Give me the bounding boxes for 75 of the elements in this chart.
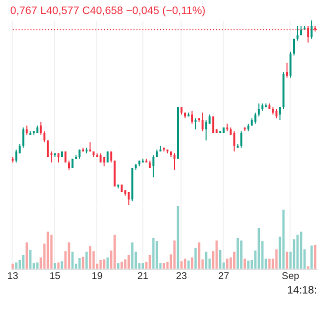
bar <box>22 254 24 269</box>
bar <box>215 240 218 269</box>
bar <box>29 250 32 269</box>
x-tick-label: 23 <box>176 271 188 282</box>
bar <box>180 261 183 269</box>
bar <box>156 241 158 269</box>
bar <box>198 242 200 269</box>
x-tick-label: 15 <box>49 271 61 282</box>
bar <box>128 254 130 269</box>
bar <box>99 260 102 269</box>
bar <box>226 258 228 269</box>
candlestick <box>290 51 292 78</box>
x-tick-label: 27 <box>218 271 230 282</box>
bar <box>26 242 28 269</box>
bar <box>148 254 152 269</box>
candlestick <box>240 130 242 148</box>
candlestick <box>89 142 92 152</box>
candlestick <box>173 152 176 170</box>
bar <box>124 259 126 269</box>
x-tick-label: Sep <box>282 271 300 282</box>
bar <box>142 263 144 269</box>
bar <box>54 263 56 269</box>
bar <box>36 262 39 269</box>
candlestick <box>286 62 288 78</box>
candlestick <box>310 20 313 40</box>
candlestick <box>278 106 281 121</box>
bar <box>60 261 64 269</box>
x-tick-label: 21 <box>137 271 148 282</box>
bar <box>314 244 316 269</box>
bar <box>236 238 239 269</box>
bar <box>219 250 222 269</box>
candlestick <box>40 121 42 136</box>
bar <box>120 262 123 269</box>
bar <box>268 258 271 269</box>
candlestick <box>43 130 46 143</box>
candlestick <box>194 118 197 130</box>
candlestick <box>26 125 28 136</box>
text: 0,767 L40,577 C40,658 −0,045 (−0,11%) <box>10 5 206 18</box>
candlestick <box>78 149 81 160</box>
candlestick <box>46 140 49 158</box>
candlestick <box>296 25 299 42</box>
bar <box>88 246 92 269</box>
candlestick <box>68 160 70 170</box>
x-tick-label: 19 <box>92 271 103 282</box>
bar <box>233 252 236 269</box>
candlestick <box>293 38 296 56</box>
bar <box>102 259 106 269</box>
candlestick <box>258 102 260 117</box>
bar <box>306 266 310 269</box>
bar <box>244 258 246 269</box>
bar <box>162 263 166 269</box>
bar <box>15 262 18 269</box>
x-tick-label: 13 <box>7 271 19 282</box>
candlestick <box>22 126 24 148</box>
bar <box>247 260 250 269</box>
text: 14:18: <box>287 284 318 296</box>
bar <box>46 232 50 269</box>
bar <box>310 246 313 269</box>
bar <box>204 252 208 269</box>
bar <box>106 257 109 269</box>
bar <box>131 242 134 269</box>
candlestick <box>202 112 204 132</box>
bar <box>258 228 260 269</box>
bar <box>12 264 14 269</box>
bar <box>117 263 120 269</box>
candlestick <box>152 154 154 178</box>
bar <box>152 238 155 269</box>
bar <box>240 240 242 269</box>
bar <box>114 234 116 269</box>
bar <box>50 234 53 269</box>
candlestick <box>212 116 214 134</box>
candlestick <box>205 120 208 141</box>
candlestick <box>275 108 278 119</box>
candlestick <box>191 110 194 124</box>
candlestick <box>254 112 256 124</box>
